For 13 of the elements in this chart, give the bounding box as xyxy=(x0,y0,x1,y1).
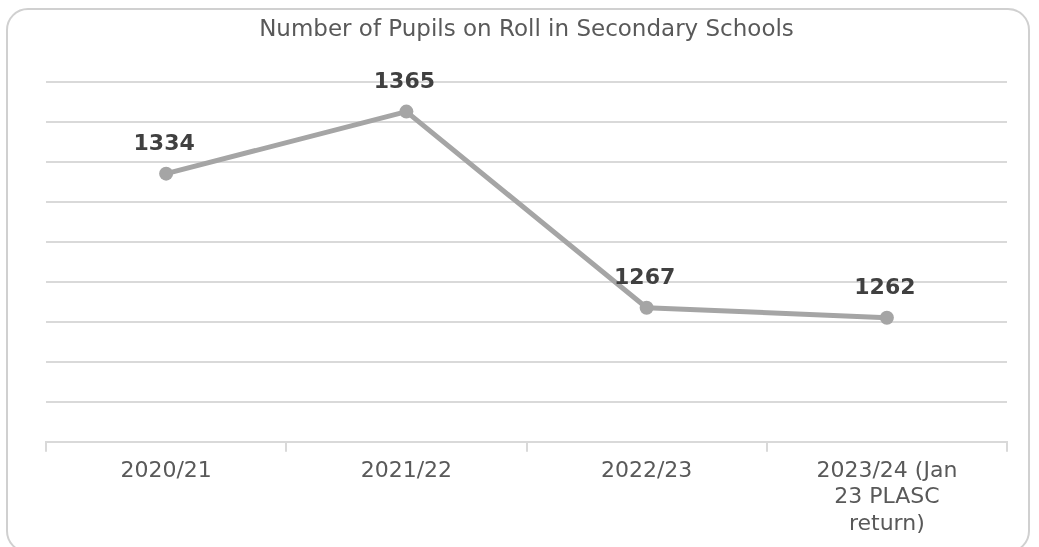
data-label: 1267 xyxy=(614,264,676,290)
point xyxy=(159,166,174,181)
data-label: 1262 xyxy=(854,274,916,300)
point xyxy=(879,310,894,325)
point xyxy=(639,300,654,315)
x-tick-label: 2023/24 (Jan 23 PLASC return) xyxy=(816,456,958,535)
data-label: 1334 xyxy=(133,130,195,156)
x-tick-label: 2021/22 xyxy=(360,456,453,482)
x-tick-label: 2022/23 xyxy=(600,456,693,482)
chart-title: Number of Pupils on Roll in Secondary Schools xyxy=(259,14,794,41)
x-tick-label: 2020/21 xyxy=(120,456,212,482)
point xyxy=(399,104,414,119)
data-label: 1365 xyxy=(373,68,435,94)
